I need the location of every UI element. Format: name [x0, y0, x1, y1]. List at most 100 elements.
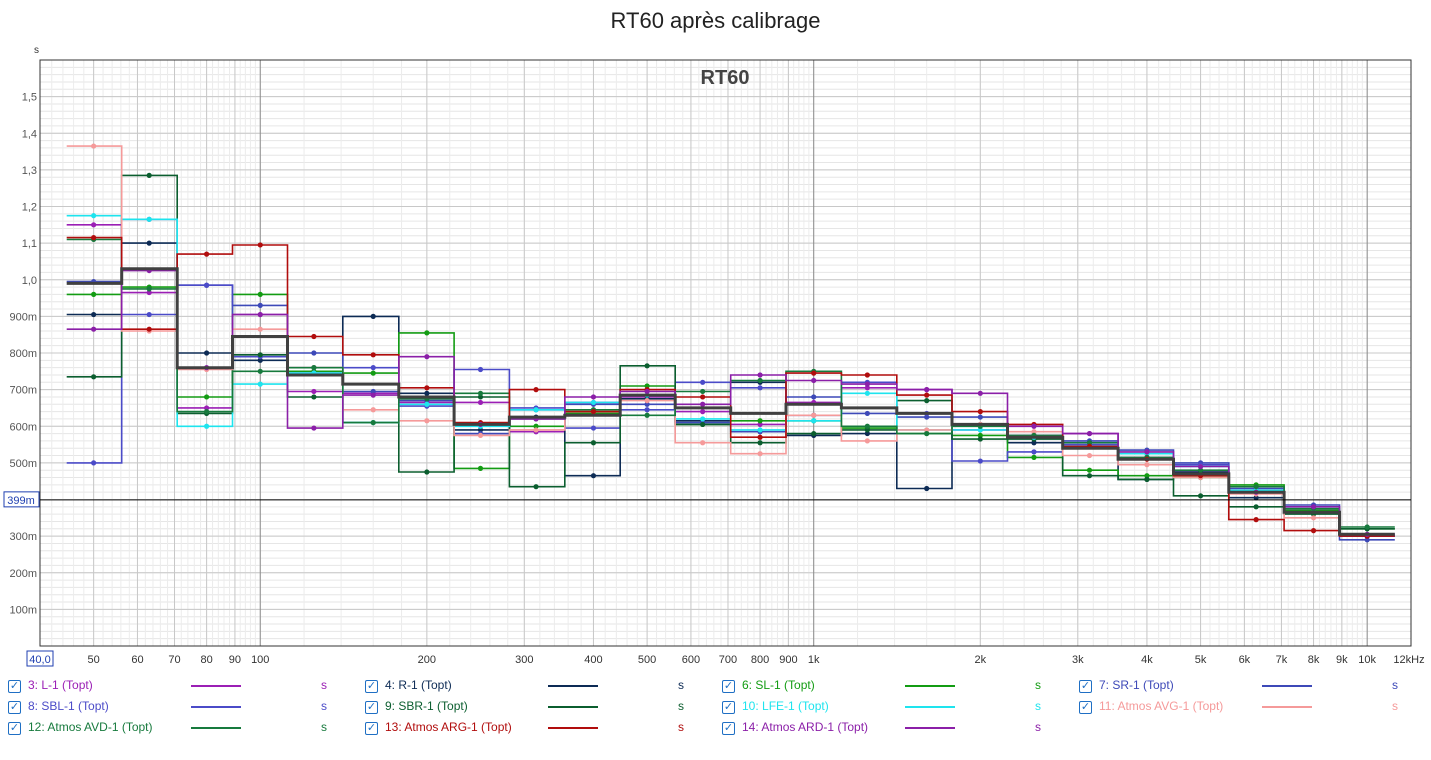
x-tick-label: 700	[719, 654, 737, 666]
data-point	[311, 333, 317, 340]
legend-checkbox[interactable]: ✓	[365, 679, 378, 693]
data-point	[644, 398, 650, 404]
data-point	[811, 430, 817, 437]
legend-checkbox[interactable]: ✓	[8, 679, 21, 693]
legend-swatch	[548, 727, 598, 729]
data-point	[864, 430, 870, 437]
legend-item[interactable]: ✓ 7: SR-1 (Topt) s	[1079, 676, 1429, 696]
series-line	[66, 269, 1395, 536]
legend-checkbox[interactable]: ✓	[722, 679, 735, 693]
data-point	[924, 430, 930, 437]
legend-swatch	[1262, 706, 1312, 708]
data-point	[644, 412, 650, 418]
data-point	[91, 326, 97, 332]
data-point	[811, 370, 817, 376]
data-point	[146, 172, 152, 178]
data-point	[864, 438, 870, 444]
data-point	[370, 407, 376, 413]
data-point	[811, 418, 817, 424]
data-point	[590, 440, 597, 446]
data-point	[1197, 493, 1204, 499]
legend-unit: s	[1035, 678, 1041, 692]
x-tick-label: 80	[200, 654, 212, 666]
data-point	[1310, 515, 1317, 521]
rt60-chart[interactable]: 399m 50 60 70 80 90 100 200 300 400 500 600 700 800 9…	[0, 0, 1431, 676]
legend-checkbox[interactable]: ✓	[1079, 700, 1092, 714]
data-point	[864, 381, 870, 387]
legend-item[interactable]: ✓ 13: Atmos ARG-1 (Topt) s	[365, 718, 715, 738]
data-point	[533, 427, 539, 433]
y-tick-label: 1,1	[22, 238, 37, 250]
legend-checkbox[interactable]: ✓	[8, 700, 21, 714]
legend-item[interactable]: ✓ 10: LFE-1 (Topt) s	[722, 697, 1072, 717]
legend-unit: s	[321, 699, 327, 713]
legend-unit: s	[1392, 699, 1398, 713]
data-point	[257, 242, 263, 248]
legend-checkbox[interactable]: ✓	[8, 721, 21, 735]
legend-checkbox[interactable]: ✓	[722, 700, 735, 714]
legend-checkbox[interactable]: ✓	[722, 721, 735, 735]
data-point	[204, 350, 210, 356]
x-tick-label: 600	[682, 654, 700, 666]
y-tick-label: 1,0	[22, 275, 37, 287]
legend-item[interactable]: ✓ 8: SBL-1 (Topt) s	[8, 697, 358, 717]
y-tick-label: 700m	[9, 385, 37, 397]
data-point	[370, 313, 376, 319]
data-point	[1144, 462, 1150, 468]
series-layer	[66, 143, 1395, 543]
data-point	[1031, 454, 1037, 460]
data-point	[311, 394, 317, 400]
data-point	[311, 350, 317, 356]
data-point	[590, 425, 597, 431]
data-point	[1086, 467, 1093, 473]
legend-swatch	[191, 706, 241, 708]
x-tick-label: 12kHz	[1393, 654, 1424, 666]
legend-item[interactable]: ✓ 9: SBR-1 (Topt) s	[365, 697, 715, 717]
legend-checkbox[interactable]: ✓	[365, 700, 378, 714]
cursor-layer[interactable]: 399m	[3, 491, 1411, 508]
data-point	[864, 385, 870, 391]
data-point	[864, 427, 870, 433]
y-tick-label: 100m	[9, 604, 37, 616]
x-tick-label: 3k	[1072, 654, 1084, 666]
data-point	[924, 485, 930, 492]
legend-item[interactable]: ✓ 3: L-1 (Topt) s	[8, 676, 358, 696]
data-point	[757, 440, 763, 446]
data-point	[811, 377, 817, 384]
legend-unit: s	[321, 678, 327, 692]
data-point	[370, 419, 376, 426]
x-readout[interactable]: 40,0	[26, 650, 54, 667]
data-point	[1310, 504, 1317, 510]
legend-item[interactable]: ✓ 12: Atmos AVD-1 (Topt) s	[8, 718, 358, 738]
data-point	[1310, 528, 1317, 534]
data-point	[424, 418, 430, 424]
x-tick-label: 400	[584, 654, 602, 666]
legend-checkbox[interactable]: ✓	[365, 721, 378, 735]
data-point	[533, 423, 539, 429]
data-point	[1031, 423, 1037, 429]
legend-checkbox[interactable]: ✓	[1079, 679, 1092, 693]
data-point	[146, 240, 152, 246]
data-point	[1031, 449, 1037, 455]
legend-unit: s	[678, 720, 684, 734]
legend-item[interactable]: ✓ 14: Atmos ARD-1 (Topt) s	[722, 718, 1072, 738]
legend-label: 4: R-1 (Topt)	[385, 678, 452, 692]
legend-label: 7: SR-1 (Topt)	[1099, 678, 1174, 692]
data-point	[257, 311, 263, 318]
legend-unit: s	[321, 720, 327, 734]
data-point	[146, 286, 152, 292]
data-point	[1364, 537, 1370, 543]
data-point	[1364, 524, 1370, 530]
legend: ✓ 3: L-1 (Topt) s ✓ 4: R-1 (Topt) s ✓ 6: SL-1 (…	[8, 676, 1428, 756]
x-tick-label: 8k	[1308, 654, 1320, 666]
data-point	[811, 412, 817, 418]
legend-item[interactable]: ✓ 6: SL-1 (Topt) s	[722, 676, 1072, 696]
legend-item[interactable]: ✓ 4: R-1 (Topt) s	[365, 676, 715, 696]
data-point	[700, 421, 706, 428]
data-point	[424, 385, 430, 391]
data-point	[257, 381, 263, 387]
data-point	[864, 423, 870, 429]
legend-item[interactable]: ✓ 11: Atmos AVG-1 (Topt) s	[1079, 697, 1429, 717]
data-point	[757, 372, 763, 378]
data-point	[533, 387, 539, 393]
